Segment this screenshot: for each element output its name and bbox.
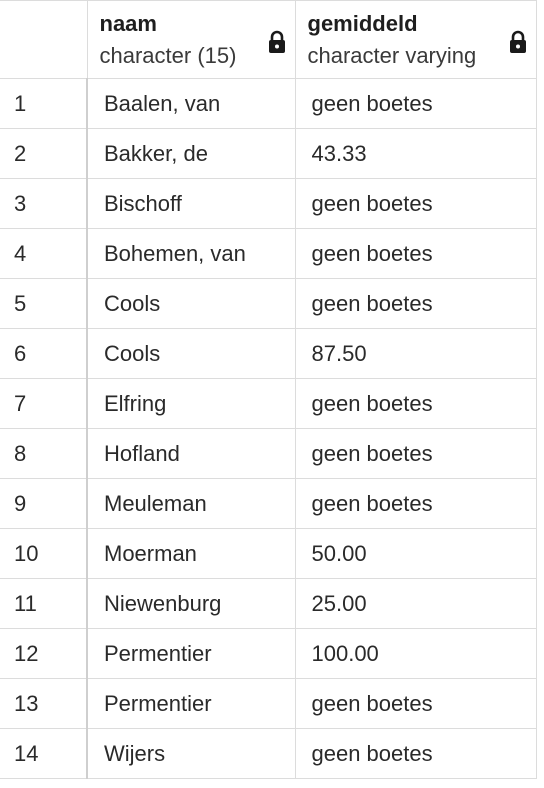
table-row[interactable]: 10 Moerman 50.00 [0, 528, 537, 579]
row-index[interactable]: 2 [0, 128, 88, 179]
row-index-header[interactable] [0, 0, 88, 79]
row-index[interactable]: 9 [0, 478, 88, 529]
row-index[interactable]: 10 [0, 528, 88, 579]
cell-gemiddeld[interactable]: geen boetes [294, 228, 537, 279]
cell-gemiddeld[interactable]: geen boetes [294, 278, 537, 329]
cell-naam[interactable]: Wijers [86, 728, 296, 779]
column-name: gemiddeld [307, 11, 418, 36]
row-index[interactable]: 1 [0, 78, 88, 129]
cell-gemiddeld[interactable]: 50.00 [294, 528, 537, 579]
header-row: naam character (15) gemiddeld character … [0, 0, 537, 79]
row-index[interactable]: 5 [0, 278, 88, 329]
cell-naam[interactable]: Moerman [86, 528, 296, 579]
cell-naam[interactable]: Hofland [86, 428, 296, 479]
cell-naam[interactable]: Bakker, de [86, 128, 296, 179]
table-row[interactable]: 1 Baalen, van geen boetes [0, 78, 537, 129]
lock-icon [509, 30, 526, 53]
row-index[interactable]: 13 [0, 678, 88, 729]
cell-naam[interactable]: Cools [86, 278, 296, 329]
table-row[interactable]: 11 Niewenburg 25.00 [0, 578, 537, 629]
cell-gemiddeld[interactable]: 100.00 [294, 628, 537, 679]
column-header-gemiddeld[interactable]: gemiddeld character varying [294, 0, 537, 79]
cell-gemiddeld[interactable]: geen boetes [294, 728, 537, 779]
row-index[interactable]: 12 [0, 628, 88, 679]
table-row[interactable]: 13 Permentier geen boetes [0, 678, 537, 729]
column-name: naam [99, 11, 157, 36]
table-row[interactable]: 7 Elfring geen boetes [0, 378, 537, 429]
column-type: character (15) [99, 43, 237, 68]
row-index[interactable]: 3 [0, 178, 88, 229]
cell-naam[interactable]: Bischoff [86, 178, 296, 229]
lock-icon [268, 30, 285, 53]
table-row[interactable]: 2 Bakker, de 43.33 [0, 128, 537, 179]
column-type: character varying [307, 43, 477, 68]
cell-gemiddeld[interactable]: geen boetes [294, 178, 537, 229]
cell-gemiddeld[interactable]: geen boetes [294, 378, 537, 429]
result-grid: naam character (15) gemiddeld character … [0, 0, 537, 779]
table-row[interactable]: 8 Hofland geen boetes [0, 428, 537, 479]
cell-naam[interactable]: Elfring [86, 378, 296, 429]
row-index[interactable]: 4 [0, 228, 88, 279]
row-index[interactable]: 6 [0, 328, 88, 379]
cell-naam[interactable]: Cools [86, 328, 296, 379]
cell-naam[interactable]: Niewenburg [86, 578, 296, 629]
cell-gemiddeld[interactable]: geen boetes [294, 478, 537, 529]
table-row[interactable]: 14 Wijers geen boetes [0, 728, 537, 779]
cell-naam[interactable]: Permentier [86, 628, 296, 679]
cell-naam[interactable]: Baalen, van [86, 78, 296, 129]
row-index[interactable]: 14 [0, 728, 88, 779]
cell-gemiddeld[interactable]: 43.33 [294, 128, 537, 179]
cell-gemiddeld[interactable]: 87.50 [294, 328, 537, 379]
cell-naam[interactable]: Bohemen, van [86, 228, 296, 279]
row-index[interactable]: 8 [0, 428, 88, 479]
row-index[interactable]: 7 [0, 378, 88, 429]
cell-gemiddeld[interactable]: 25.00 [294, 578, 537, 629]
table-row[interactable]: 9 Meuleman geen boetes [0, 478, 537, 529]
cell-naam[interactable]: Permentier [86, 678, 296, 729]
column-header-naam[interactable]: naam character (15) [86, 0, 296, 79]
cell-gemiddeld[interactable]: geen boetes [294, 428, 537, 479]
cell-naam[interactable]: Meuleman [86, 478, 296, 529]
table-row[interactable]: 12 Permentier 100.00 [0, 628, 537, 679]
table-row[interactable]: 3 Bischoff geen boetes [0, 178, 537, 229]
table-row[interactable]: 4 Bohemen, van geen boetes [0, 228, 537, 279]
row-index[interactable]: 11 [0, 578, 88, 629]
table-row[interactable]: 6 Cools 87.50 [0, 328, 537, 379]
cell-gemiddeld[interactable]: geen boetes [294, 678, 537, 729]
cell-gemiddeld[interactable]: geen boetes [294, 78, 537, 129]
table-row[interactable]: 5 Cools geen boetes [0, 278, 537, 329]
